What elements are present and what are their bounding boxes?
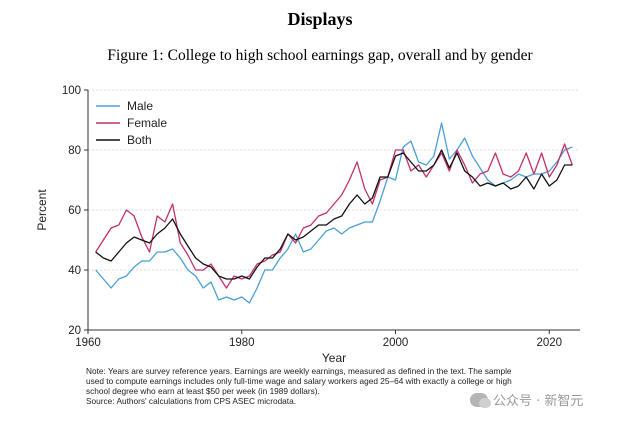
line-chart: 20 40 60 80 100 1960 1980 2000 2020 Percent Yea… [35,85,580,365]
y-tick-label: 100 [62,85,81,97]
note-line: Note: Years are survey reference years. … [86,366,512,376]
wechat-icon [470,392,491,408]
y-axis-label: Percent [35,189,49,231]
y-tick-label: 60 [68,205,81,217]
legend-label: Male [127,99,153,113]
note-line: school degree who earn at least $50 per … [86,386,320,396]
x-axis-label: Year [322,351,346,365]
note-line: used to compute earnings includes only f… [86,376,512,386]
figure-title: Figure 1: College to high school earning… [107,47,533,64]
section-heading: Displays [287,9,353,29]
watermark: 公众号 · 新智元 [470,390,583,409]
source-line: Source: Authors' calculations from CPS A… [86,396,297,406]
x-tick-label: 1960 [75,337,101,349]
x-tick-label: 2000 [383,337,409,349]
y-tick-label: 80 [68,145,81,157]
series-line-both [95,149,573,280]
y-tick-label: 40 [68,265,81,277]
x-tick-label: 2020 [536,337,562,349]
x-ticks: 1960 1980 2000 2020 [75,330,562,349]
x-tick-label: 1980 [229,337,255,349]
watermark-text: 公众号 · 新智元 [493,394,584,409]
legend-label: Female [127,116,167,130]
series-line-male [95,122,573,304]
legend-label: Both [127,133,152,147]
series-lines [95,122,573,304]
figure-note: Note: Years are survey reference years. … [86,366,606,406]
y-tick-label: 20 [68,325,81,337]
y-ticks: 20 40 60 80 100 [62,85,88,337]
series-line-female [95,143,573,289]
legend: Male Female Both [96,99,167,147]
